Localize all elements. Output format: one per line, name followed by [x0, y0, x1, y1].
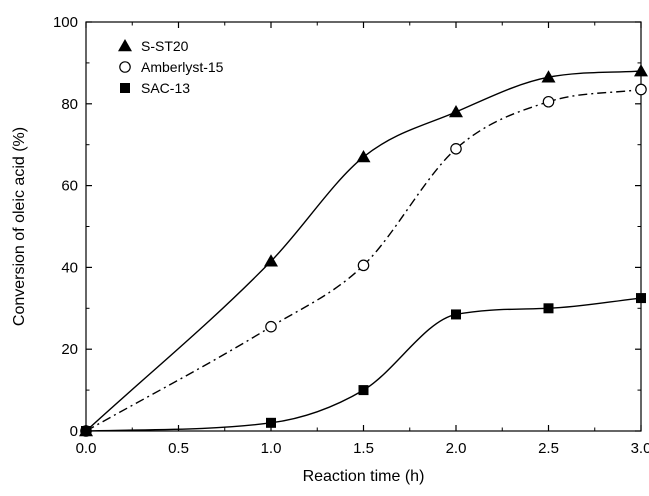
legend-marker — [120, 83, 130, 93]
legend-label: Amberlyst-15 — [141, 59, 224, 75]
data-point-1 — [635, 83, 647, 96]
x-tick-label: 1.5 — [353, 440, 374, 457]
data-point-1 — [542, 95, 555, 108]
legend-marker — [118, 39, 132, 52]
data-markers — [79, 64, 648, 437]
legend-label: SAC-13 — [141, 80, 190, 96]
data-point-1 — [265, 320, 277, 333]
y-tick-label: 20 — [61, 341, 78, 358]
data-point-2 — [81, 426, 91, 436]
data-point-2 — [451, 309, 461, 320]
y-tick-label: 40 — [61, 259, 78, 276]
x-axis-title: Reaction time (h) — [303, 468, 425, 485]
data-point-0 — [356, 149, 371, 163]
x-tick-label: 0.0 — [76, 440, 97, 457]
legend-label: S-ST20 — [141, 38, 189, 54]
data-point-0 — [634, 64, 648, 77]
legend: S-ST20 Amberlyst-15 SAC-13 — [118, 38, 224, 96]
y-tick-label: 100 — [53, 14, 78, 31]
x-tick-label: 0.5 — [168, 440, 189, 457]
data-point-0 — [541, 70, 556, 83]
legend-marker — [119, 61, 131, 73]
data-point-2 — [266, 417, 276, 428]
x-tick-label: 3.0 — [631, 440, 649, 457]
fit-curve-2 — [85, 297, 642, 432]
data-point-2 — [358, 385, 369, 396]
data-point-0 — [264, 254, 278, 267]
y-axis-title: Conversion of oleic acid (%) — [11, 127, 28, 326]
data-point-2 — [636, 293, 646, 304]
axes: 0.0 0.5 1.0 1.5 2.0 2.5 3.0 0 20 40 60 80 100 — [53, 14, 649, 457]
fit-curves — [85, 70, 642, 432]
y-tick-label: 60 — [61, 178, 78, 195]
y-tick-label: 80 — [61, 96, 78, 113]
data-point-0 — [449, 104, 463, 118]
data-point-2 — [543, 303, 554, 314]
data-point-1 — [450, 142, 462, 155]
x-tick-label: 2.0 — [446, 440, 467, 457]
y-tick-label: 0 — [70, 423, 78, 440]
fit-curve-0 — [85, 70, 642, 432]
x-tick-label: 1.0 — [261, 440, 282, 457]
data-point-1 — [357, 259, 370, 272]
x-tick-label: 2.5 — [538, 440, 559, 457]
